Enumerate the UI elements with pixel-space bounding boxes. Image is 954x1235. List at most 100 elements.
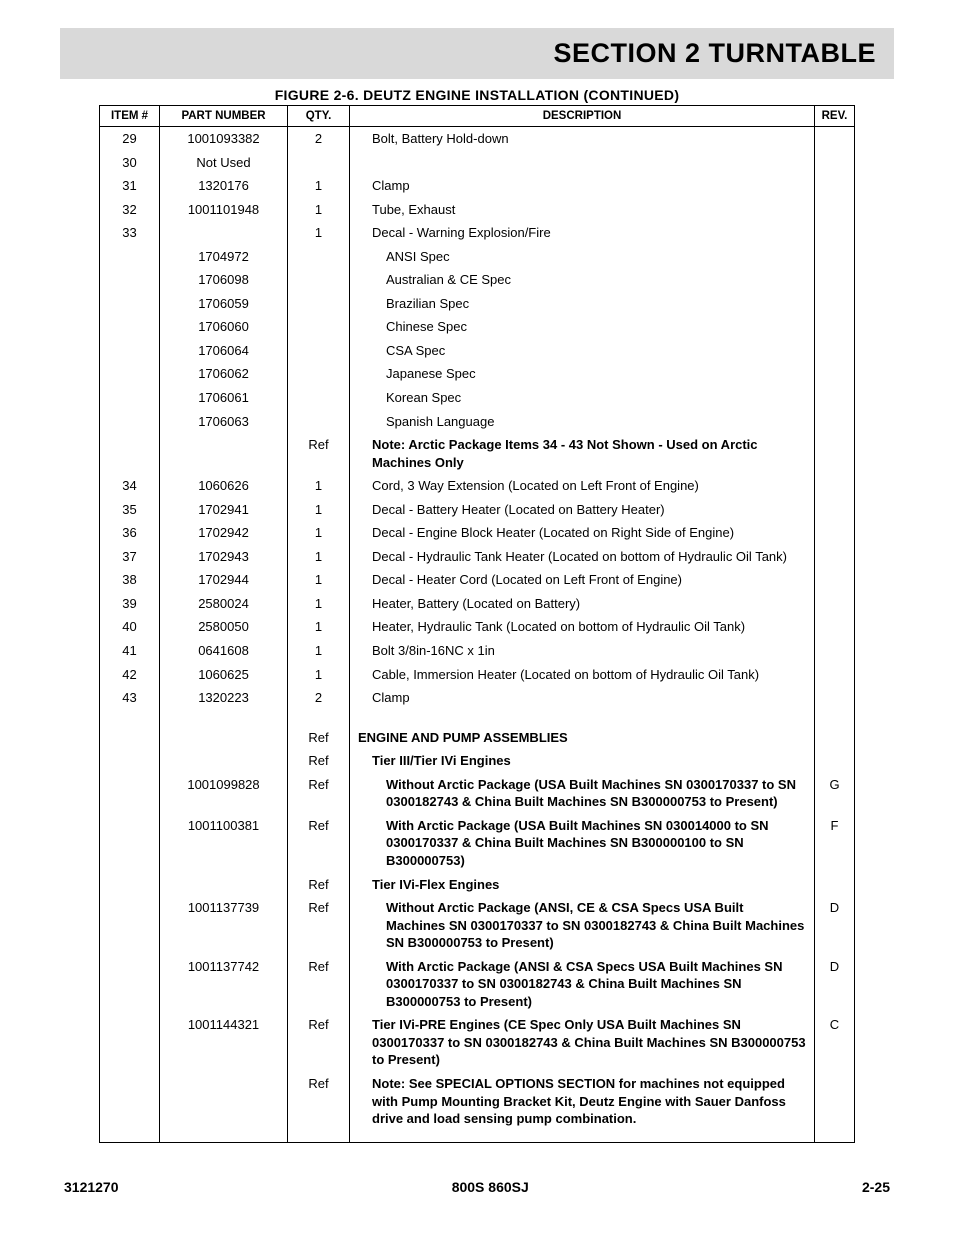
cell-item: 42 bbox=[100, 663, 160, 687]
cell-part bbox=[160, 433, 288, 474]
description-text: Without Arctic Package (USA Built Machin… bbox=[358, 776, 806, 811]
page-footer: 3121270 800S 860SJ 2-25 bbox=[60, 1179, 894, 1195]
cell-item: 36 bbox=[100, 521, 160, 545]
cell-description: Without Arctic Package (ANSI, CE & CSA S… bbox=[350, 896, 815, 955]
cell-part: 1001144321 bbox=[160, 1013, 288, 1072]
cell-item: 37 bbox=[100, 545, 160, 569]
section-header: SECTION 2 TURNTABLE bbox=[60, 28, 894, 79]
cell-rev bbox=[815, 315, 855, 339]
cell-part: 1001101948 bbox=[160, 198, 288, 222]
cell-description: Cable, Immersion Heater (Located on bott… bbox=[350, 663, 815, 687]
footer-center: 800S 860SJ bbox=[452, 1179, 529, 1195]
cell-qty: Ref bbox=[288, 1013, 350, 1072]
cell-item: 30 bbox=[100, 151, 160, 175]
description-text: Brazilian Spec bbox=[358, 295, 469, 313]
description-text: Without Arctic Package (ANSI, CE & CSA S… bbox=[358, 899, 806, 952]
cell-part: 1001137739 bbox=[160, 896, 288, 955]
cell-part bbox=[160, 1072, 288, 1142]
cell-description: Australian & CE Spec bbox=[350, 268, 815, 292]
cell-item bbox=[100, 749, 160, 773]
cell-qty: Ref bbox=[288, 726, 350, 750]
cell-qty bbox=[288, 268, 350, 292]
cell-qty: Ref bbox=[288, 873, 350, 897]
table-row: RefNote: Arctic Package Items 34 - 43 No… bbox=[100, 433, 855, 474]
table-row: 1704972ANSI Spec bbox=[100, 245, 855, 269]
cell-item bbox=[100, 433, 160, 474]
cell-description: Cord, 3 Way Extension (Located on Left F… bbox=[350, 474, 815, 498]
description-text: Bolt, Battery Hold-down bbox=[358, 130, 509, 148]
cell-item: 31 bbox=[100, 174, 160, 198]
cell-rev bbox=[815, 592, 855, 616]
table-row bbox=[100, 710, 855, 726]
cell-item: 38 bbox=[100, 568, 160, 592]
cell-description: CSA Spec bbox=[350, 339, 815, 363]
table-row: 1001137739RefWithout Arctic Package (ANS… bbox=[100, 896, 855, 955]
cell-qty: 1 bbox=[288, 639, 350, 663]
description-text: Tier IVi-PRE Engines (CE Spec Only USA B… bbox=[358, 1016, 806, 1069]
table-row: 1001137742RefWith Arctic Package (ANSI &… bbox=[100, 955, 855, 1014]
cell-rev bbox=[815, 245, 855, 269]
cell-description: Bolt 3/8in-16NC x 1in bbox=[350, 639, 815, 663]
cell-item: 40 bbox=[100, 615, 160, 639]
cell-rev bbox=[815, 127, 855, 151]
description-text: Korean Spec bbox=[358, 389, 461, 407]
table-row: 4210606251Cable, Immersion Heater (Locat… bbox=[100, 663, 855, 687]
col-header-rev: REV. bbox=[815, 106, 855, 127]
cell-rev: D bbox=[815, 896, 855, 955]
cell-rev bbox=[815, 873, 855, 897]
description-text: Bolt 3/8in-16NC x 1in bbox=[358, 642, 495, 660]
description-text: Decal - Battery Heater (Located on Batte… bbox=[358, 501, 665, 519]
cell-item bbox=[100, 386, 160, 410]
footer-right: 2-25 bbox=[862, 1179, 890, 1195]
table-row: 3410606261Cord, 3 Way Extension (Located… bbox=[100, 474, 855, 498]
cell-item: 35 bbox=[100, 498, 160, 522]
table-row: 1706098Australian & CE Spec bbox=[100, 268, 855, 292]
cell-rev bbox=[815, 339, 855, 363]
cell-description: Brazilian Spec bbox=[350, 292, 815, 316]
cell-part: 1060626 bbox=[160, 474, 288, 498]
cell-qty: Ref bbox=[288, 955, 350, 1014]
cell-rev bbox=[815, 474, 855, 498]
cell-qty: 1 bbox=[288, 663, 350, 687]
cell-part: 2580050 bbox=[160, 615, 288, 639]
description-text: Decal - Warning Explosion/Fire bbox=[358, 224, 551, 242]
description-text: Decal - Heater Cord (Located on Left Fro… bbox=[358, 571, 682, 589]
cell-item bbox=[100, 896, 160, 955]
description-text: Heater, Hydraulic Tank (Located on botto… bbox=[358, 618, 745, 636]
cell-rev bbox=[815, 386, 855, 410]
spacer-cell bbox=[100, 710, 160, 726]
cell-description: Note: See SPECIAL OPTIONS SECTION for ma… bbox=[350, 1072, 815, 1142]
cell-part: 1001093382 bbox=[160, 127, 288, 151]
cell-item bbox=[100, 873, 160, 897]
cell-item bbox=[100, 726, 160, 750]
cell-rev bbox=[815, 268, 855, 292]
cell-rev bbox=[815, 749, 855, 773]
col-header-item: ITEM # bbox=[100, 106, 160, 127]
table-row: 1001144321RefTier IVi-PRE Engines (CE Sp… bbox=[100, 1013, 855, 1072]
cell-rev bbox=[815, 174, 855, 198]
cell-item bbox=[100, 292, 160, 316]
cell-part: 1706060 bbox=[160, 315, 288, 339]
spacer-cell bbox=[815, 710, 855, 726]
cell-part: 1706062 bbox=[160, 362, 288, 386]
cell-rev bbox=[815, 1072, 855, 1142]
cell-description: ENGINE AND PUMP ASSEMBLIES bbox=[350, 726, 815, 750]
cell-item bbox=[100, 339, 160, 363]
cell-part: 1060625 bbox=[160, 663, 288, 687]
table-header-row: ITEM # PART NUMBER QTY. DESCRIPTION REV. bbox=[100, 106, 855, 127]
cell-rev: C bbox=[815, 1013, 855, 1072]
cell-part: 1706059 bbox=[160, 292, 288, 316]
table-row: 1706061Korean Spec bbox=[100, 386, 855, 410]
cell-part: 1702941 bbox=[160, 498, 288, 522]
cell-description: Decal - Battery Heater (Located on Batte… bbox=[350, 498, 815, 522]
parts-table: ITEM # PART NUMBER QTY. DESCRIPTION REV.… bbox=[99, 105, 855, 1143]
cell-qty: 1 bbox=[288, 221, 350, 245]
description-text: Spanish Language bbox=[358, 413, 494, 431]
cell-qty bbox=[288, 292, 350, 316]
cell-part: 1320223 bbox=[160, 686, 288, 710]
table-row: 1706064 CSA Spec bbox=[100, 339, 855, 363]
cell-part: 1706064 bbox=[160, 339, 288, 363]
cell-part: 1704972 bbox=[160, 245, 288, 269]
cell-item: 41 bbox=[100, 639, 160, 663]
cell-part: 1702943 bbox=[160, 545, 288, 569]
